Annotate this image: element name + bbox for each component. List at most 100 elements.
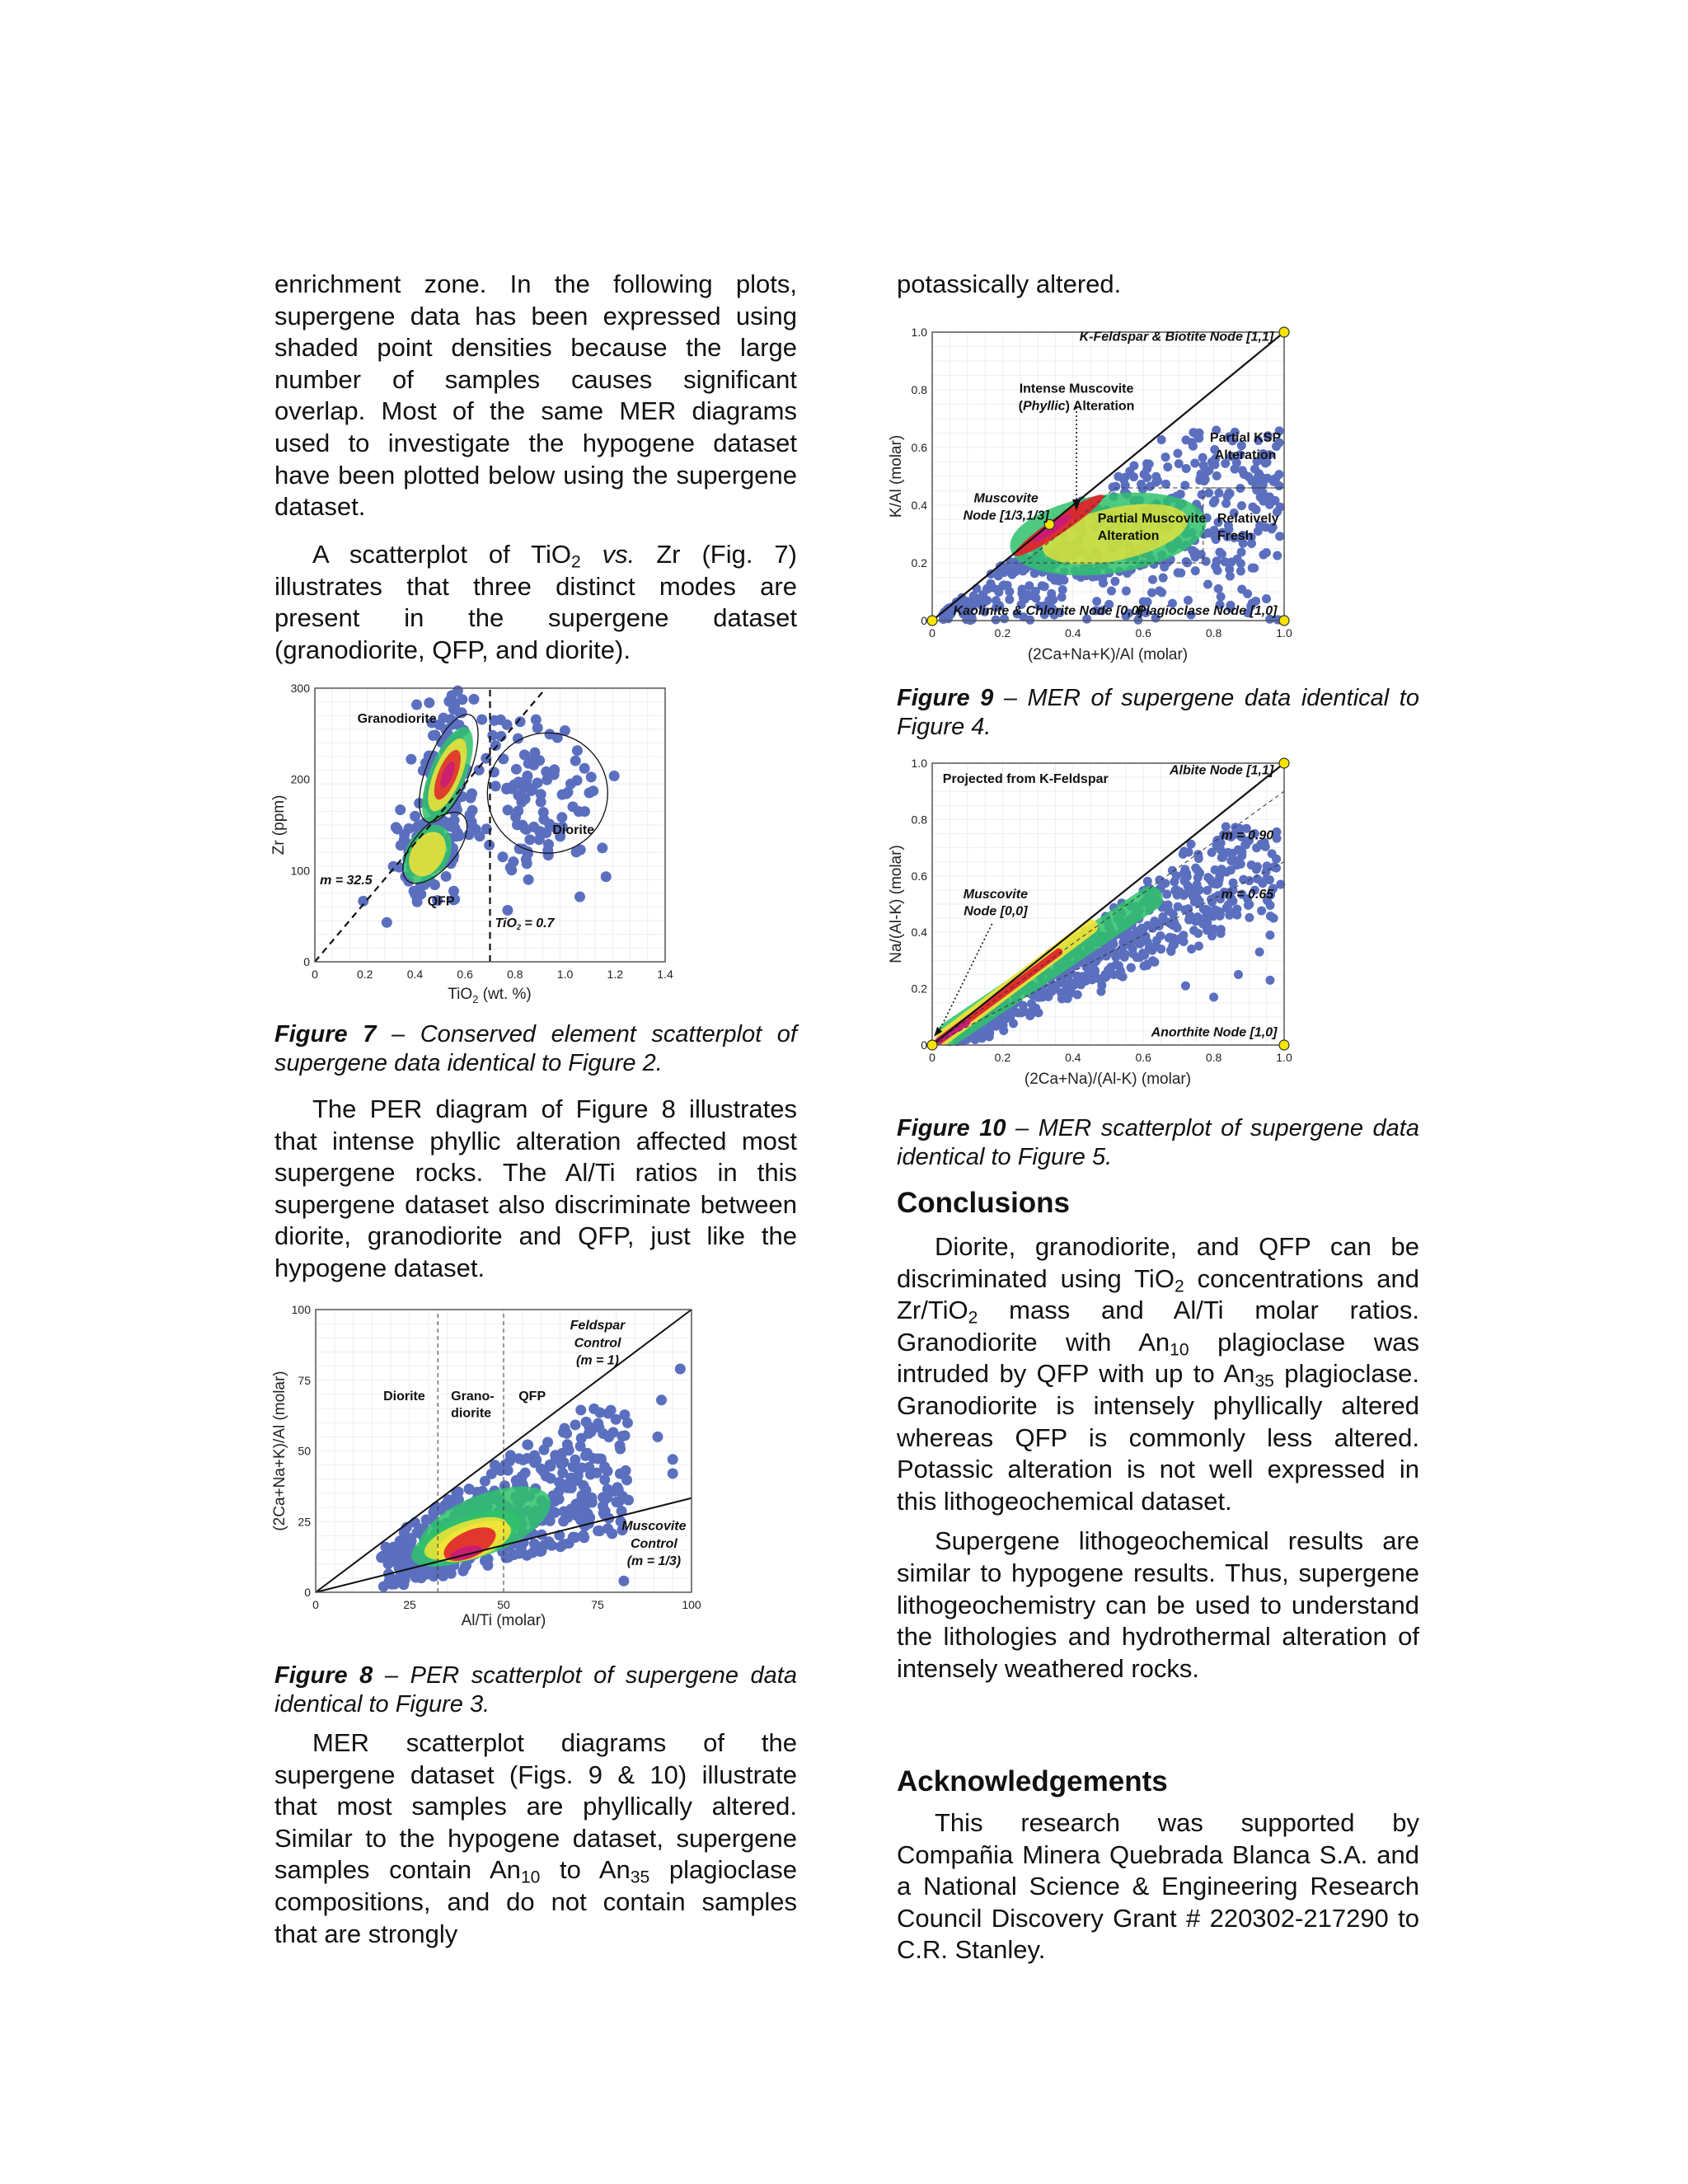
caption-text: – PER scatterplot of supergene data iden… [274,1662,797,1718]
y-tick-label: 0 [304,1586,311,1599]
albite-line [931,762,1285,1046]
data-point [555,831,566,842]
data-point [992,602,1001,612]
caption-text: – MER scatterplot of supergene data iden… [897,1115,1419,1170]
data-point [1215,600,1225,610]
paragraph: This research was supported by Compañia … [897,1808,1419,1965]
x-tick-label: 1.0 [1276,1051,1292,1064]
diorite-label: Diorite [552,823,594,837]
y-tick-label: 50 [298,1445,311,1458]
node-marker [1043,518,1055,530]
data-point [1199,476,1209,486]
projection-label: Projected from K-Feldspar [943,772,1109,786]
figure-9-scatterplot: 0 0.2 0.4 0.6 0.8 1.0 0 0.2 0.4 0.6 0.8 1.0 K/Al (mo… [888,326,1292,663]
data-point [395,840,406,851]
data-point [1082,614,1092,624]
data-point [1092,597,1102,607]
data-point [518,1454,529,1465]
data-point [1017,584,1027,594]
data-point [1209,992,1219,1002]
partial-muscovite-label: Alteration [1098,529,1160,543]
data-point [567,801,579,813]
data-point [1111,481,1121,491]
node-marker [1278,1039,1290,1051]
data-point [584,1469,596,1480]
data-point [377,1550,388,1562]
data-point [512,1474,523,1486]
data-point [1264,875,1274,885]
data-point [1067,988,1076,998]
y-tick-label: 200 [291,773,311,786]
data-point [542,850,554,861]
data-point [1257,906,1267,916]
arrow-head-icon [1072,499,1081,511]
data-point [452,685,463,696]
data-point [447,719,458,730]
data-point [579,1532,590,1544]
data-point [607,1427,619,1438]
y-tick-label: 300 [291,682,311,695]
data-point [1183,888,1193,898]
y-tick-label: 75 [298,1374,311,1387]
data-point [546,1540,557,1551]
data-point [1264,492,1274,502]
data-point [453,830,465,841]
node-marker [926,1039,938,1051]
plot-frame [315,1309,692,1593]
x-tick-label: 0.8 [507,968,523,981]
data-point [558,1479,570,1490]
data-point [1203,885,1212,895]
data-point [1251,596,1261,606]
data-point [1179,876,1189,886]
muscovite-node-label: Node [0,0] [964,905,1028,919]
data-point [556,821,568,832]
plagioclase-node-label: Plagioclase Node [1,0] [1137,604,1278,618]
data-point [571,775,583,786]
data-point [617,1524,628,1535]
y-tick-label: 0.6 [912,441,928,454]
data-point [1201,904,1211,914]
x-tick-label: 0 [312,968,318,981]
data-point [1047,588,1057,598]
data-point [1233,970,1243,979]
data-point [1216,845,1226,855]
data-point [421,1568,433,1580]
data-point [1162,889,1172,899]
granodiorite-label: Grano- [451,1390,494,1404]
data-point [530,714,542,725]
density-core [440,761,455,789]
data-point [1246,532,1256,542]
caption-text: – MER of supergene data identical to Fig… [897,685,1419,740]
data-point [593,1422,605,1433]
data-point [1009,563,1019,573]
data-point [1050,575,1060,585]
y-tick-label: 0 [921,614,927,627]
y-tick-label: 0.4 [912,926,928,939]
data-point [558,1516,570,1527]
data-point [1236,441,1246,451]
data-point [558,1456,570,1468]
data-point [962,606,972,616]
paragraph-tio2-zr: A scatterplot of TiO2 vs. Zr (Fig. 7) il… [274,539,797,674]
data-point [1207,847,1217,857]
data-point [490,740,501,752]
data-point [1226,600,1236,610]
data-point [1261,548,1271,558]
data-point [1265,900,1275,910]
data-point [1225,910,1235,920]
data-point [1109,970,1118,980]
data-point [1217,865,1226,874]
data-point [1049,610,1059,620]
paragraph-per: The PER diagram of Figure 8 illustrates … [274,1094,797,1293]
y-tick-label: 0 [921,1038,927,1052]
data-point [1097,606,1107,616]
x-tick-label: 1.4 [657,968,673,981]
data-point [502,905,513,916]
data-point [1204,488,1214,498]
data-point [1216,929,1226,939]
data-point [1076,980,1085,990]
data-point [1274,438,1284,448]
data-point [448,704,459,715]
data-point [1241,823,1251,833]
muscovite-node-label: Muscovite [974,492,1039,506]
